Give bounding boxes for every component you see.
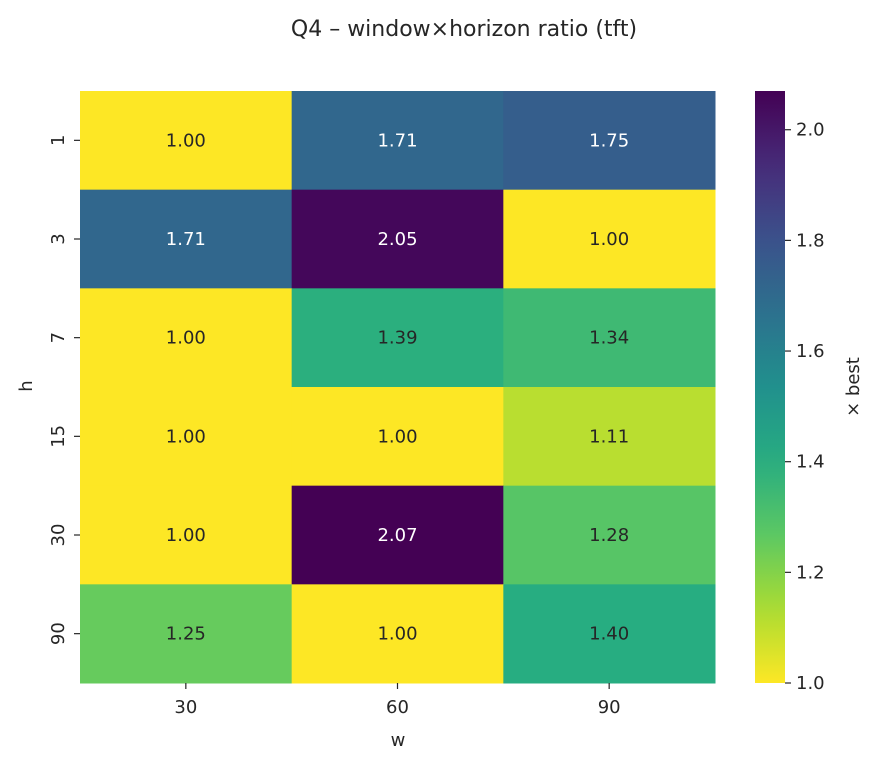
cell-value-label: 1.25 xyxy=(166,624,206,645)
x-axis-ticks: 30 60 90 xyxy=(174,683,621,718)
cell-value-label: 1.00 xyxy=(377,624,417,645)
colorbar-tick-label: 1.2 xyxy=(796,562,825,583)
heatmap-cell xyxy=(503,387,716,487)
heatmap-cell xyxy=(80,387,293,487)
colorbar-tick-label: 1.4 xyxy=(796,452,825,473)
y-tick-label: 1 xyxy=(48,135,69,146)
cell-value-label: 1.71 xyxy=(377,130,417,151)
y-tick-label: 30 xyxy=(48,524,69,547)
cell-value-label: 1.28 xyxy=(589,525,629,546)
y-tick-label: 3 xyxy=(48,233,69,244)
colorbar-tick-label: 2.0 xyxy=(796,120,825,141)
colorbar: 1.0 1.2 1.4 1.6 1.8 2.0 xyxy=(755,91,825,694)
y-axis-label: h xyxy=(16,380,37,391)
heatmap-cell xyxy=(291,485,504,585)
heatmap-cell xyxy=(503,485,716,585)
cell-value-label: 1.00 xyxy=(589,229,629,250)
colorbar-label: × best xyxy=(843,357,864,417)
heatmap-cell xyxy=(291,584,504,684)
colorbar-tick-label: 1.8 xyxy=(796,230,825,251)
cell-value-label: 1.40 xyxy=(589,624,629,645)
heatmap-cell xyxy=(80,189,293,289)
colorbar-tick-label: 1.6 xyxy=(796,341,825,362)
y-tick-label: 90 xyxy=(48,622,69,645)
heatmap-cell xyxy=(80,91,293,191)
x-axis-label: w xyxy=(391,730,406,751)
cell-value-label: 1.75 xyxy=(589,130,629,151)
cell-value-label: 1.71 xyxy=(166,229,206,250)
heatmap-cell xyxy=(503,189,716,289)
x-tick-label: 60 xyxy=(386,697,409,718)
heatmap-cell xyxy=(503,584,716,684)
cell-value-label: 2.05 xyxy=(377,229,417,250)
colorbar-tick-label: 1.0 xyxy=(796,673,825,694)
heatmap-cell xyxy=(291,189,504,289)
heatmap-cell xyxy=(291,387,504,487)
chart-title: Q4 – window×horizon ratio (tft) xyxy=(291,17,637,42)
heatmap-cell xyxy=(80,288,293,388)
cell-value-label: 1.39 xyxy=(377,328,417,349)
y-axis-ticks: 1 3 7 15 30 90 xyxy=(48,135,80,645)
heatmap-cell xyxy=(291,91,504,191)
heatmap-cell xyxy=(80,584,293,684)
cell-value-label: 1.00 xyxy=(166,130,206,151)
x-tick-label: 30 xyxy=(174,697,197,718)
cell-value-label: 1.00 xyxy=(377,426,417,447)
heatmap-cell xyxy=(503,91,716,191)
cell-value-label: 1.00 xyxy=(166,525,206,546)
cell-value-label: 1.00 xyxy=(166,426,206,447)
heatmap-cell xyxy=(291,288,504,388)
heatmap-cell xyxy=(503,288,716,388)
heatmap-cell xyxy=(80,485,293,585)
cell-value-label: 2.07 xyxy=(377,525,417,546)
cell-value-label: 1.34 xyxy=(589,328,629,349)
cell-value-label: 1.00 xyxy=(166,328,206,349)
heatmap-cells: 1.00 1.71 1.75 1.71 2.05 1.00 1.00 1.39 1.34 1.00… xyxy=(80,91,716,684)
x-tick-label: 90 xyxy=(598,697,621,718)
y-tick-label: 7 xyxy=(48,332,69,343)
colorbar-gradient xyxy=(755,91,785,683)
y-tick-label: 15 xyxy=(48,425,69,448)
cell-value-label: 1.11 xyxy=(589,426,629,447)
